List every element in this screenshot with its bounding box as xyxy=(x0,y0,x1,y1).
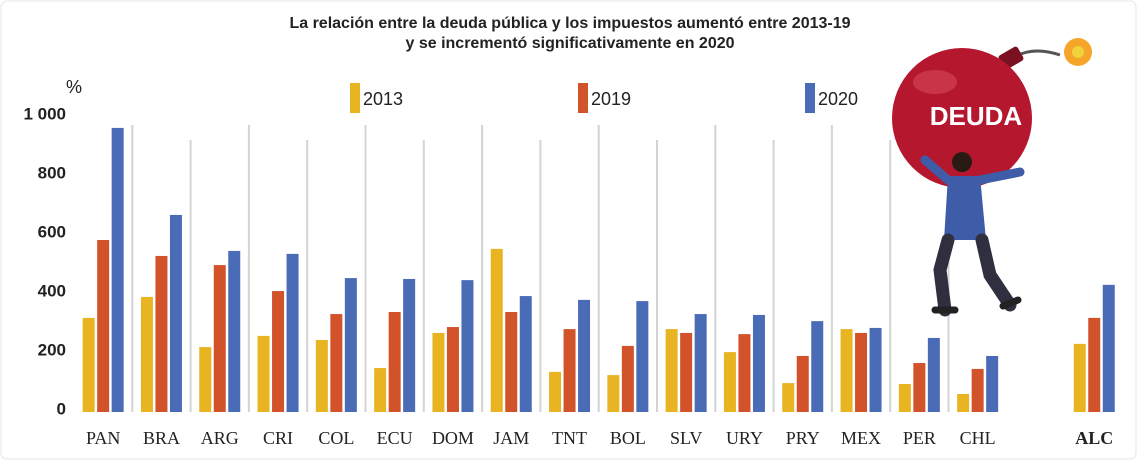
bar xyxy=(607,375,620,412)
legend-label: 2020 xyxy=(818,89,858,109)
x-tick-label: DOM xyxy=(432,428,474,448)
bar xyxy=(840,329,853,412)
bar xyxy=(694,314,707,412)
x-tick-label: BOL xyxy=(610,428,646,448)
bar xyxy=(257,335,270,412)
legend-label: 2019 xyxy=(591,89,631,109)
bar xyxy=(169,214,182,412)
bar xyxy=(330,314,343,412)
x-tick-label: SLV xyxy=(670,428,702,448)
bar xyxy=(519,296,532,412)
bar xyxy=(796,355,809,412)
person-legs xyxy=(933,233,1017,317)
bar xyxy=(374,368,387,412)
bar xyxy=(388,311,401,412)
bar xyxy=(140,296,153,412)
bar xyxy=(403,278,416,412)
x-tick-label: URY xyxy=(726,428,763,448)
bomb-shine xyxy=(913,70,957,94)
bar xyxy=(927,337,940,412)
x-tick-label: PER xyxy=(903,428,936,448)
bar xyxy=(446,327,459,412)
x-tick-label: TNT xyxy=(552,428,587,448)
bar xyxy=(1102,284,1115,412)
bar xyxy=(549,371,562,412)
bar xyxy=(913,363,926,412)
bar xyxy=(621,345,634,412)
bar xyxy=(1073,343,1086,412)
bar xyxy=(869,327,882,412)
bar xyxy=(505,311,518,412)
bar xyxy=(680,332,693,412)
bar xyxy=(971,368,984,412)
x-tick-label: MEX xyxy=(841,428,881,448)
bar xyxy=(811,321,824,412)
x-tick-label: ECU xyxy=(377,428,413,448)
bar xyxy=(752,314,765,412)
legend-label: 2013 xyxy=(363,89,403,109)
y-tick-label: 0 xyxy=(57,399,66,418)
x-tick-label: PAN xyxy=(86,428,120,448)
bar xyxy=(199,347,212,412)
bar xyxy=(97,240,110,412)
bar xyxy=(315,340,328,412)
bar xyxy=(855,332,868,412)
bar xyxy=(286,253,299,412)
person-head xyxy=(952,152,972,172)
bar xyxy=(344,278,357,412)
bar xyxy=(432,332,445,412)
plot xyxy=(82,125,1115,412)
bar xyxy=(723,352,736,412)
bar xyxy=(213,265,226,412)
bar xyxy=(665,329,678,412)
bar xyxy=(578,299,591,412)
bar xyxy=(986,355,999,412)
bar xyxy=(461,280,474,412)
bar xyxy=(228,250,241,412)
x-tick-label: PRY xyxy=(786,428,820,448)
illustration: DEUDA xyxy=(892,38,1092,317)
bar xyxy=(82,317,95,412)
legend-swatch xyxy=(350,83,360,113)
bar xyxy=(490,248,503,412)
person-shoes xyxy=(931,296,1022,314)
legend-swatch xyxy=(578,83,588,113)
x-tick-label: CRI xyxy=(263,428,293,448)
bar xyxy=(1088,317,1101,412)
legend-swatch xyxy=(805,83,815,113)
x-tick-label: COL xyxy=(318,428,354,448)
bar xyxy=(272,291,285,412)
y-tick-label: 600 xyxy=(38,222,66,241)
chart-title-line: La relación entre la deuda pública y los… xyxy=(289,15,850,32)
spark-core xyxy=(1072,46,1084,58)
x-tick-label: CHL xyxy=(960,428,996,448)
x-tick-label: ARG xyxy=(201,428,239,448)
chart-title-line: y se incrementó significativamente en 20… xyxy=(405,35,734,52)
bar xyxy=(111,127,124,412)
x-tick-label: ALC xyxy=(1075,428,1113,448)
bar xyxy=(782,383,795,412)
y-tick-label: 800 xyxy=(38,163,66,182)
person-arms xyxy=(920,155,1025,185)
bar xyxy=(155,255,168,412)
y-tick-label: 200 xyxy=(38,340,66,359)
x-tick-label: BRA xyxy=(143,428,180,448)
person-jacket xyxy=(944,176,986,240)
bar xyxy=(636,301,649,412)
x-tick-label: JAM xyxy=(493,428,529,448)
bar xyxy=(957,394,970,412)
y-tick-label: 400 xyxy=(38,281,66,300)
bar xyxy=(563,329,576,412)
bomb-label: DEUDA xyxy=(930,101,1023,131)
bar xyxy=(898,383,911,412)
bar xyxy=(738,334,751,412)
y-axis-label: % xyxy=(66,77,82,97)
y-tick-label: 1 000 xyxy=(23,104,66,123)
